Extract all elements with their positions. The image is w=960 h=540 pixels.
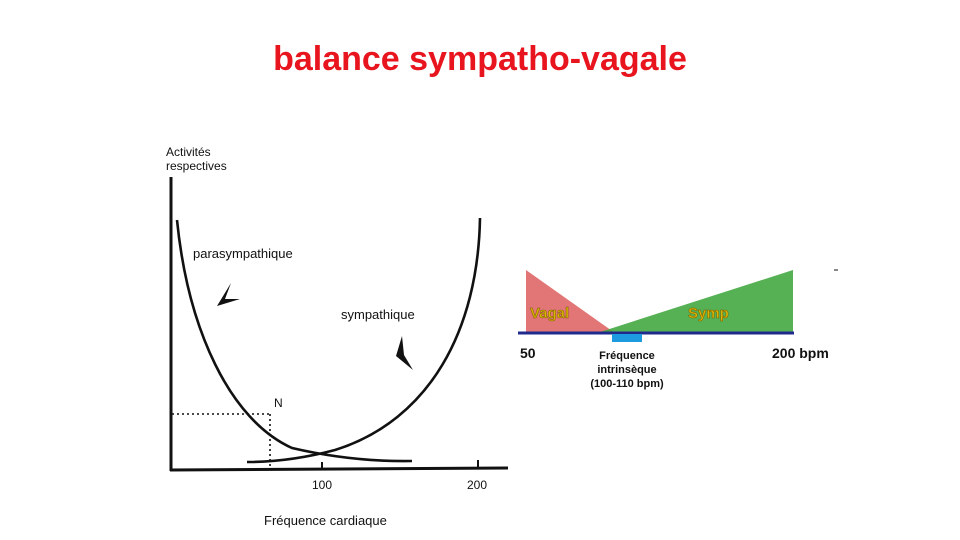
parasympathetic-arrow-icon	[217, 283, 240, 306]
left-value-label: 50	[520, 345, 536, 361]
x-tick-label-100: 100	[312, 478, 332, 492]
symp-area	[597, 270, 793, 333]
y-axis-label-line2: respectives	[166, 159, 227, 173]
right-graph: Vagal Symp 50 200 bpm Fréquence intrinsè…	[518, 269, 838, 390]
symp-label: Symp	[688, 305, 729, 322]
right-value-label: 200 bpm	[772, 345, 829, 361]
y-axis-label-line1: Activités	[166, 145, 211, 159]
parasympathetic-curve	[175, 219, 413, 463]
intrinsic-label-line1: Fréquence	[599, 350, 655, 362]
sympathetic-label: sympathique	[341, 307, 415, 322]
intrinsic-marker	[612, 334, 642, 342]
x-axis	[169, 466, 509, 472]
slide-title: balance sympatho-vagale	[273, 40, 687, 78]
vagal-area	[526, 270, 615, 333]
intrinsic-label-line2: intrinsèque	[597, 364, 656, 376]
left-graph: Activités respectives 100 200 Fréquence …	[166, 145, 509, 528]
sympathetic-arrow-icon	[396, 336, 413, 370]
sympathetic-curve	[246, 217, 482, 464]
parasympathetic-label: parasympathique	[193, 246, 293, 261]
vagal-label: Vagal	[530, 305, 569, 322]
intrinsic-label-line3: (100-110 bpm)	[590, 378, 664, 390]
intersection-label: N	[274, 396, 283, 410]
x-axis-label: Fréquence cardiaque	[264, 513, 387, 528]
x-tick-label-200: 200	[467, 478, 487, 492]
